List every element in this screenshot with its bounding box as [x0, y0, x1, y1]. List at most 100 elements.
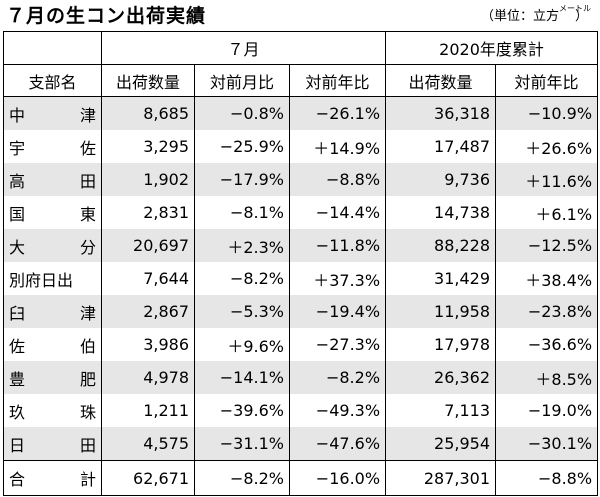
region-name-char: 伯 [79, 336, 96, 356]
yoy-ratio: −49.3% [288, 394, 387, 427]
header-yoy: 対前年比 [288, 64, 387, 97]
cum-qty: 11,958 [385, 295, 497, 328]
region-name-char: 臼 [9, 303, 26, 323]
table-row: 佐伯 3,986 ＋9.6% −27.3% 17,978 −36.6% [3, 328, 599, 361]
region-name-char: 田 [79, 435, 96, 455]
region-name-text: 高田 [9, 168, 96, 192]
cum-yoy-ratio: −30.1% [495, 427, 599, 461]
total-cum-yoy-ratio: −8.8% [495, 460, 599, 496]
region-name-text: 玖珠 [9, 399, 96, 423]
total-row: 合計 62,671 −8.2% −16.0% 287,301 −8.8% [3, 460, 599, 496]
region-name-char: 計 [79, 470, 96, 489]
table-row: 臼津 2,867 −5.3% −19.4% 11,958 −23.8% [3, 295, 599, 328]
yoy-ratio: −8.2% [288, 361, 387, 394]
region-name-text: 日田 [9, 432, 96, 456]
shipment-qty: 7,644 [101, 262, 195, 295]
table-row: 玖珠 1,211 −39.6% −49.3% 7,113 −19.0% [3, 394, 599, 427]
region-name-char: 別府日出 [9, 270, 74, 290]
shipment-qty: 4,575 [101, 427, 195, 461]
region-name-char: 田 [79, 171, 96, 191]
shipment-qty: 20,697 [101, 229, 195, 262]
region-name-char: 日 [9, 435, 26, 455]
header-cum-shipments: 出荷数量 [385, 64, 497, 97]
yoy-ratio: ＋14.9% [288, 130, 387, 163]
table-row: 大分 20,697 ＋2.3% −11.8% 88,228 −12.5% [3, 229, 599, 262]
mom-ratio: −8.1% [194, 196, 290, 229]
region-name-char: 津 [79, 105, 96, 125]
yoy-ratio: −11.8% [288, 229, 387, 262]
cum-yoy-ratio: −36.6% [495, 328, 599, 361]
shipment-qty: 1,211 [101, 394, 195, 427]
region-name: 日田 [3, 427, 102, 461]
region-name-text: 佐伯 [9, 333, 96, 357]
mom-ratio: −5.3% [194, 295, 290, 328]
region-name: 中津 [3, 96, 102, 130]
yoy-ratio: −27.3% [288, 328, 387, 361]
mom-ratio: −8.2% [194, 262, 290, 295]
yoy-ratio: ＋37.3% [288, 262, 387, 295]
mom-ratio: −25.9% [194, 130, 290, 163]
header-mom: 対前月比 [194, 64, 290, 97]
region-name-text: 合計 [9, 466, 96, 490]
region-name-char: 国 [9, 204, 26, 224]
region-name-char: 大 [9, 237, 26, 257]
cum-qty: 17,978 [385, 328, 497, 361]
region-name-text: 豊肥 [9, 366, 96, 390]
shipment-qty: 2,867 [101, 295, 195, 328]
header-region: 支部名 [3, 64, 102, 97]
yoy-ratio: −14.4% [288, 196, 387, 229]
header-shipments: 出荷数量 [101, 64, 195, 97]
cum-qty: 88,228 [385, 229, 497, 262]
region-name-text: 大分 [9, 234, 96, 258]
cum-qty: 36,318 [385, 96, 497, 130]
region-name-char: 合 [9, 470, 26, 489]
cum-qty: 17,487 [385, 130, 497, 163]
shipment-qty: 4,978 [101, 361, 195, 394]
unit-meter: メートル [558, 4, 591, 13]
cum-yoy-ratio: −23.8% [495, 295, 599, 328]
yoy-ratio: −26.1% [288, 96, 387, 130]
region-name-char: 津 [79, 303, 96, 323]
region-name-char: 宇 [9, 138, 26, 158]
mom-ratio: −39.6% [194, 394, 290, 427]
shipment-qty: 3,986 [101, 328, 195, 361]
shipment-qty: 8,685 [101, 96, 195, 130]
mom-ratio: −14.1% [194, 361, 290, 394]
region-name: 高田 [3, 163, 102, 196]
region-name-text: 別府日出 [9, 267, 96, 291]
region-name-text: 国東 [9, 201, 96, 225]
cum-yoy-ratio: ＋38.4% [495, 262, 599, 295]
mom-ratio: −0.8% [194, 96, 290, 130]
yoy-ratio: −47.6% [288, 427, 387, 461]
cum-yoy-ratio: −12.5% [495, 229, 599, 262]
cum-yoy-ratio: −10.9% [495, 96, 599, 130]
cum-yoy-ratio: −19.0% [495, 394, 599, 427]
region-name: 佐伯 [3, 328, 102, 361]
cum-yoy-ratio: ＋6.1% [495, 196, 599, 229]
region-name-char: 佐 [79, 138, 96, 158]
region-name-text: 中津 [9, 102, 96, 126]
header-row-period: ７月 2020年度累計 [3, 31, 599, 65]
cum-yoy-ratio: ＋11.6% [495, 163, 599, 196]
region-name-char: 佐 [9, 336, 26, 356]
cum-qty: 14,738 [385, 196, 497, 229]
table-row: 中津 8,685 −0.8% −26.1% 36,318 −10.9% [3, 96, 599, 130]
total-cum-qty: 287,301 [385, 460, 497, 496]
table-row: 国東 2,831 −8.1% −14.4% 14,738 ＋6.1% [3, 196, 599, 229]
table-row: 高田 1,902 −17.9% −8.8% 9,736 ＋11.6% [3, 163, 599, 196]
mom-ratio: −31.1% [194, 427, 290, 461]
cum-qty: 9,736 [385, 163, 497, 196]
mom-ratio: ＋2.3% [194, 229, 290, 262]
region-name-char: 高 [9, 171, 26, 191]
total-mom-ratio: −8.2% [194, 460, 290, 496]
header-cumulative: 2020年度累計 [385, 31, 599, 65]
header-row-columns: 支部名 出荷数量 対前月比 対前年比 出荷数量 対前年比 [3, 64, 599, 97]
region-name: 宇佐 [3, 130, 102, 163]
shipment-qty: 2,831 [101, 196, 195, 229]
cum-qty: 26,362 [385, 361, 497, 394]
region-name-char: 分 [79, 237, 96, 257]
region-name: 臼津 [3, 295, 102, 328]
table-row: 別府日出 7,644 −8.2% ＋37.3% 31,429 ＋38.4% [3, 262, 599, 295]
yoy-ratio: −19.4% [288, 295, 387, 328]
region-name-char: 肥 [79, 369, 96, 389]
